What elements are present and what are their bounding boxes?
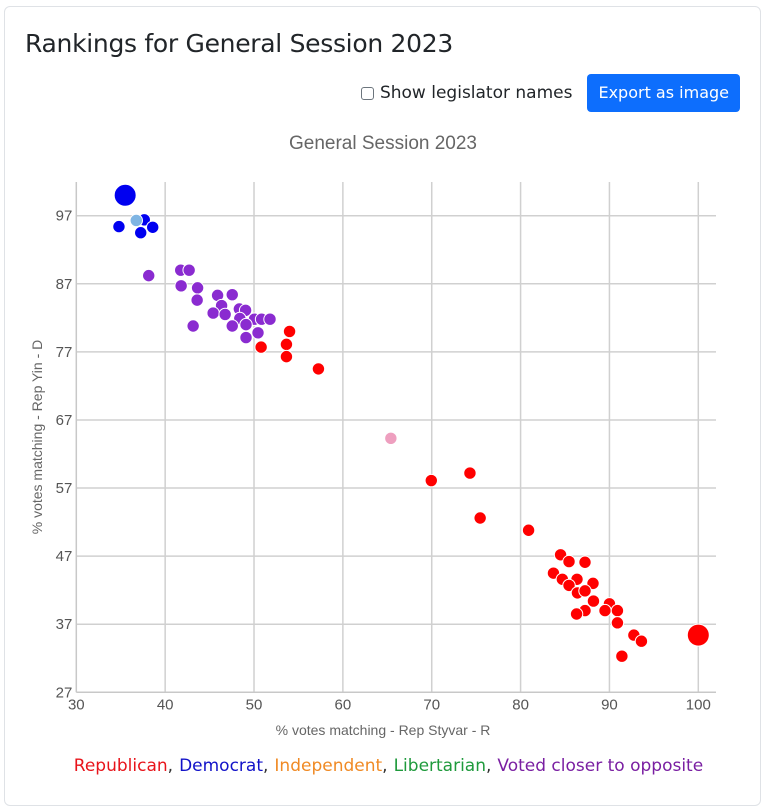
show-names-toggle[interactable]: Show legislator names: [360, 83, 573, 103]
legislator-point[interactable]: [473, 511, 487, 525]
legislator-point[interactable]: [463, 466, 477, 480]
x-axis-label: % votes matching - Rep Styvar - R: [276, 722, 491, 738]
x-tick-label: 30: [68, 696, 85, 713]
legislator-point[interactable]: [578, 584, 592, 598]
y-axis-ticks: 27 37 47 57 67 77 87 97: [56, 208, 73, 702]
legislator-point[interactable]: [578, 555, 592, 569]
legislator-point[interactable]: [112, 219, 126, 234]
x-tick-label: 100: [686, 696, 711, 713]
legend-item: Libertarian: [393, 756, 486, 776]
legislator-point[interactable]: [615, 649, 629, 663]
y-tick-label: 67: [56, 412, 73, 429]
legislator-point[interactable]: [239, 317, 253, 332]
legend-separator: ,: [167, 756, 174, 776]
legislator-point[interactable]: [610, 603, 625, 618]
legend-separator: ,: [382, 756, 388, 776]
y-tick-label: 97: [56, 208, 73, 225]
rankings-card: Rankings for General Session 2023 Show l…: [4, 6, 761, 806]
legislator-point[interactable]: [218, 307, 232, 322]
legislator-point[interactable]: [251, 326, 265, 340]
legislator-point[interactable]: [239, 330, 253, 345]
legislator-point[interactable]: [254, 340, 268, 354]
y-tick-label: 37: [56, 616, 73, 633]
legislator-point[interactable]: [190, 293, 204, 307]
x-tick-label: 90: [601, 696, 618, 713]
show-names-label: Show legislator names: [379, 83, 573, 103]
legend: Republican, Democrat, Independent, Libertar…: [0, 756, 777, 776]
x-tick-label: 80: [512, 696, 529, 713]
show-names-checkbox[interactable]: [360, 86, 374, 100]
scatter-chart: General Session 2023 30 40 50 60 70 80 90 100 2…: [29, 133, 716, 738]
y-tick-label: 77: [56, 344, 73, 361]
x-tick-label: 40: [157, 696, 174, 713]
legislator-point[interactable]: [186, 319, 200, 333]
legislator-point[interactable]: [206, 306, 220, 320]
legend-item: Republican: [73, 756, 168, 776]
x-axis-ticks: 30 40 50 60 70 80 90 100: [68, 696, 711, 713]
legend-item: Democrat: [179, 756, 263, 776]
legislator-point[interactable]: [190, 281, 205, 295]
x-tick-label: 50: [246, 696, 263, 713]
data-points: [112, 183, 710, 663]
x-tick-label: 60: [335, 696, 352, 713]
legend-separator: ,: [486, 756, 492, 776]
legislator-point[interactable]: [225, 319, 239, 333]
legend-item: Voted closer to opposite: [497, 756, 704, 776]
page-title: Rankings for General Session 2023: [25, 29, 453, 58]
legislator-point[interactable]: [311, 362, 326, 376]
legislator-point[interactable]: [263, 312, 277, 326]
legislator-point[interactable]: [598, 603, 612, 618]
legislator-point[interactable]: [279, 337, 294, 352]
y-axis-label: % votes matching - Rep Yin - D: [29, 340, 45, 535]
legislator-point[interactable]: [174, 279, 188, 293]
legislator-point[interactable]: [282, 324, 297, 339]
y-tick-label: 57: [56, 480, 73, 497]
legislator-point[interactable]: [384, 431, 398, 446]
legislator-point[interactable]: [225, 287, 239, 302]
y-tick-label: 27: [56, 684, 73, 701]
y-tick-label: 47: [56, 548, 73, 565]
legislator-point[interactable]: [146, 220, 160, 234]
legend-separator: ,: [263, 756, 269, 776]
legend-item: Independent: [274, 756, 383, 776]
legislator-point[interactable]: [569, 607, 584, 621]
x-tick-label: 70: [423, 696, 440, 713]
legislator-point[interactable]: [562, 578, 576, 593]
toolbar: Show legislator names Export as image: [360, 74, 740, 112]
reference-legislator-point[interactable]: [686, 623, 710, 647]
legislator-point[interactable]: [279, 349, 294, 364]
legislator-point[interactable]: [562, 554, 576, 569]
reference-legislator-point[interactable]: [113, 183, 137, 207]
legislator-point[interactable]: [142, 268, 156, 283]
chart-title: General Session 2023: [289, 133, 477, 154]
legislator-point[interactable]: [182, 263, 196, 277]
legislator-point[interactable]: [134, 226, 148, 240]
legislator-point[interactable]: [521, 523, 536, 537]
legislator-point[interactable]: [424, 473, 438, 488]
legislator-point[interactable]: [610, 616, 625, 630]
y-tick-label: 87: [56, 276, 73, 293]
legislator-point[interactable]: [634, 634, 649, 648]
legislator-point[interactable]: [586, 594, 601, 608]
export-image-button[interactable]: Export as image: [587, 74, 740, 112]
legislator-point[interactable]: [129, 213, 143, 228]
